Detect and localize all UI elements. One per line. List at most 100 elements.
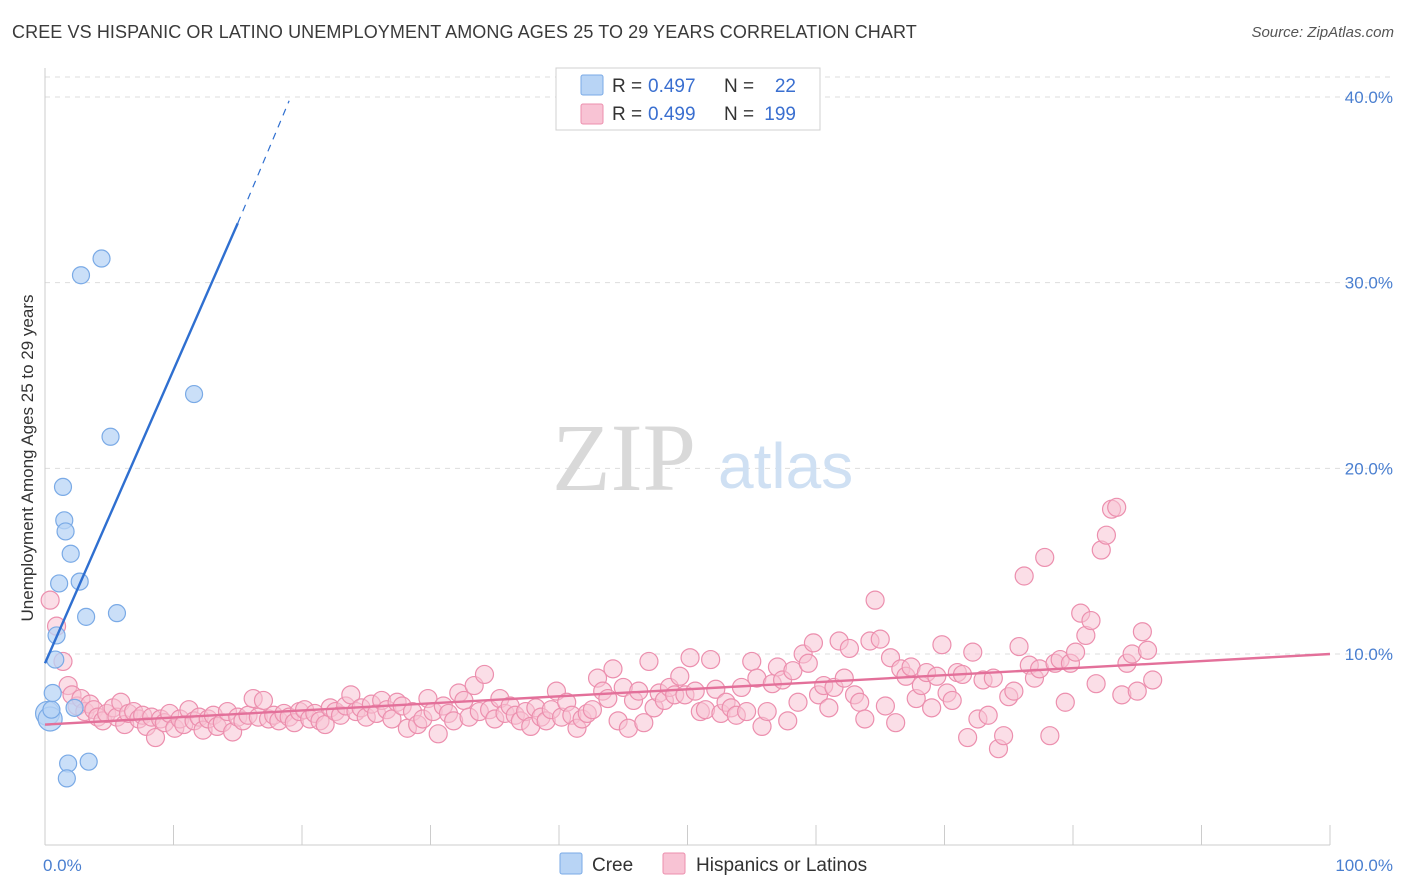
hispanic-point-143 [757,701,777,722]
hispanic-point-132 [701,649,721,670]
hispanic-point-207 [1086,674,1106,694]
x-tick-label-min: 0.0% [43,856,82,875]
cree-point-12 [61,544,80,563]
legend-swatch-cree [580,74,604,96]
hispanic-point-147 [778,711,798,731]
watermark-zip: ZIP [552,404,696,511]
cree-point-13 [65,698,84,717]
legend-n-label-hispanic: N = [724,104,754,125]
watermark: ZIP atlas [552,404,853,511]
hispanic-point-175 [922,698,942,718]
hispanic-point-120 [639,651,659,672]
hispanic-point-151 [798,653,818,673]
hispanic-point-206 [1081,610,1101,631]
cree-point-11 [57,769,76,788]
legend-swatch-hispanic [580,103,604,125]
legend-r-value-cree: 0.497 [648,76,696,97]
hispanic-point-45 [253,690,274,711]
hispanic-point-128 [680,648,700,668]
hispanic-point-191 [1004,681,1024,701]
hispanic-point-165 [870,629,890,649]
legend-r-label-cree: R = [612,76,642,97]
hispanic-point-164 [865,590,885,610]
hispanic-point-162 [855,709,875,729]
hispanic-point-158 [834,668,854,688]
top-legend: R = 0.497 N = 22 R = 0.499 N = 199 [555,67,821,131]
bottom-legend-label-hispanic: Hispanics or Latinos [696,855,867,876]
legend-n-value-hispanic: 199 [764,104,796,125]
chart-title: CREE VS HISPANIC OR LATINO UNEMPLOYMENT … [12,22,917,42]
cree-point-18 [92,249,111,268]
legend-r-label-hispanic: R = [612,104,642,125]
hispanic-point-88 [474,664,495,685]
trend-lines [43,100,1331,726]
bottom-legend: Cree Hispanics or Latinos [559,852,867,876]
y-tick-label-20: 20.0% [1345,459,1393,478]
hispanic-point-217 [1137,640,1158,660]
hispanic-point-159 [839,638,860,659]
y-tick-label-40: 40.0% [1345,88,1393,107]
hispanic-point-216 [1132,622,1152,642]
cree-point-7 [53,477,73,496]
y-tick-labels: 10.0% 20.0% 30.0% 40.0% [1345,88,1393,664]
hispanic-point-209 [1096,525,1117,545]
hispanic-point-155 [819,698,839,718]
watermark-atlas: atlas [718,430,853,502]
legend-n-label-cree: N = [724,76,754,97]
hispanic-point-139 [737,701,757,722]
hispanic-point-183 [963,642,983,662]
y-tick-label-30: 30.0% [1345,274,1393,293]
hispanic-point-198 [1040,726,1060,746]
legend-n-value-cree: 22 [775,76,796,97]
hispanic-point-177 [932,635,952,655]
hispanic-point-119 [634,713,654,733]
hispanic-point-109 [582,700,603,720]
hispanic-point-79 [428,724,448,744]
bottom-legend-label-cree: Cree [592,855,633,876]
hispanic-point-152 [803,633,824,653]
hispanic-point-126 [670,666,690,686]
hispanic-point-0 [40,590,60,610]
cree-trend-line [43,222,239,664]
hispanic-point-218 [1143,670,1163,690]
hispanic-point-197 [1035,547,1055,568]
legend-r-value-hispanic: 0.499 [648,104,696,125]
hispanic-point-168 [886,713,906,733]
cree-trend-extension [237,100,290,224]
cree-point-19 [101,427,120,446]
bottom-legend-swatch-hispanic [662,852,686,875]
hispanic-point-148 [783,661,803,681]
hispanic-points [40,497,1163,759]
cree-point-15 [71,266,91,285]
hispanic-point-182 [958,727,978,748]
y-axis-title: Unemployment Among Ages 25 to 29 years [18,295,37,622]
hispanic-point-211 [1107,497,1127,517]
cree-point-2 [42,700,61,719]
cree-point-16 [77,607,96,626]
source-label: Source: ZipAtlas.com [1251,24,1394,41]
cree-point-21 [184,384,204,404]
cree-point-9 [56,522,75,541]
hispanic-point-201 [1055,692,1075,712]
cree-point-17 [79,752,98,771]
hispanic-point-193 [1014,566,1034,586]
hispanic-point-129 [685,681,705,701]
hispanic-point-149 [788,692,808,712]
hispanic-point-186 [978,705,998,725]
cree-point-6 [50,574,69,593]
hispanic-point-166 [875,696,895,716]
hispanic-point-179 [942,690,962,711]
hispanic-point-189 [994,726,1014,746]
cree-point-20 [107,604,127,623]
hispanic-point-113 [603,659,623,679]
x-tick-label-max: 100.0% [1335,856,1393,875]
gridlines [45,76,1393,655]
cree-points [34,249,204,788]
hispanic-trend-line [44,652,1331,726]
hispanic-point-140 [742,651,762,672]
hispanic-point-203 [1065,642,1086,662]
hispanic-point-23 [145,727,166,748]
hispanic-point-215 [1127,681,1147,701]
hispanic-point-161 [850,692,870,712]
